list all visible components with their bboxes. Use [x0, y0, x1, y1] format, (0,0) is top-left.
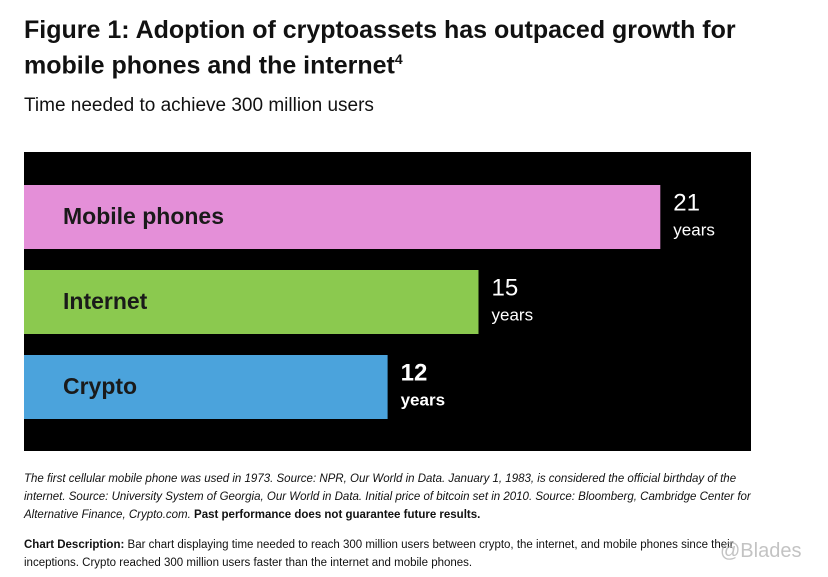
chart-title: Figure 1: Adoption of cryptoassets has o… [24, 16, 784, 80]
bar [24, 355, 388, 419]
title-text: Figure 1: Adoption of cryptoassets has o… [24, 16, 736, 80]
value-label: 21 [673, 189, 700, 216]
description: Chart Description: Bar chart displaying … [24, 536, 764, 572]
category-label: Crypto [63, 373, 137, 399]
value-label: 12 [401, 359, 428, 386]
footnote: The first cellular mobile phone was used… [24, 470, 764, 524]
watermark: @Blades [720, 540, 802, 562]
title-note: 4 [394, 51, 403, 67]
description-label: Chart Description: [24, 539, 125, 551]
bar [24, 270, 479, 334]
category-label: Internet [63, 288, 148, 314]
bar [24, 185, 661, 249]
footnote-emphasis: Past performance does not guarantee futu… [194, 509, 481, 521]
value-unit: years [673, 220, 715, 239]
footnote-text: The first cellular mobile phone was used… [24, 473, 751, 521]
value-label: 15 [492, 274, 519, 301]
value-unit: years [401, 390, 445, 409]
chart-subtitle: Time needed to achieve 300 million users [24, 95, 374, 116]
value-unit: years [492, 305, 534, 324]
description-text: Bar chart displaying time needed to reac… [24, 539, 734, 569]
category-label: Mobile phones [63, 203, 224, 229]
